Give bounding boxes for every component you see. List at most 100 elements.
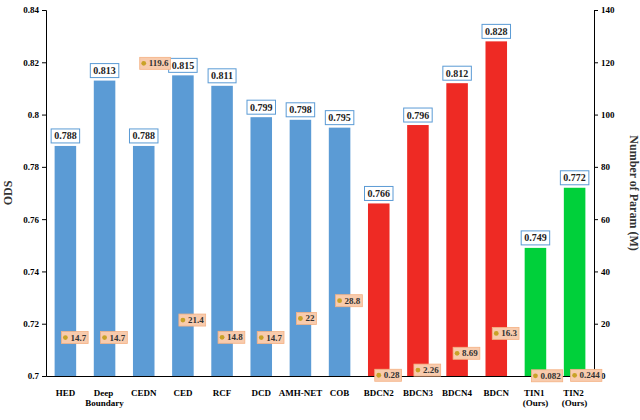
- bar: [407, 125, 429, 376]
- param-label: 14.7: [70, 333, 86, 343]
- y-tick-label: 0.8: [28, 110, 40, 120]
- y2-tick-label: 20: [601, 319, 611, 329]
- y-axis-line: [42, 11, 47, 377]
- x-tick-label: HED: [56, 388, 76, 398]
- param-label-dot: [102, 335, 107, 340]
- param-label-frame: [257, 332, 284, 344]
- param-label-frame: [179, 314, 206, 326]
- y-tick-mark: [42, 376, 46, 377]
- y-tick-mark: [42, 10, 46, 11]
- y2-tick-mark: [594, 271, 598, 272]
- param-label-dot: [298, 316, 303, 321]
- bar-label-frame: [521, 231, 550, 245]
- param-label: 2.26: [423, 365, 439, 375]
- param-label-frame: [492, 327, 519, 339]
- x-tick-label: COB: [330, 388, 350, 398]
- param-label: 14.7: [110, 333, 126, 343]
- x-tick-label: CEDN: [131, 388, 157, 398]
- x-tick-label: TIN2 (Ours): [562, 388, 588, 408]
- param-label-frame: [571, 369, 602, 381]
- bar-label-box: 0.799: [247, 100, 276, 114]
- param-label-dot: [494, 331, 499, 336]
- param-label-frame: [531, 370, 562, 382]
- y-tick: 0.82: [23, 58, 46, 68]
- param-label-box: 21.4: [179, 314, 206, 326]
- bar-label: 0.788: [132, 130, 155, 141]
- bar-label-frame: [169, 58, 198, 72]
- y2-tick-label: 40: [601, 267, 611, 277]
- x-tick-label: BDCN3: [403, 388, 434, 398]
- y2-tick: 120: [594, 58, 615, 68]
- y2-axis-line: [595, 11, 599, 377]
- param-label-box: 22: [296, 312, 316, 324]
- param-label: 0.082: [540, 371, 561, 381]
- bar: [525, 248, 547, 376]
- param-label-dot: [181, 318, 186, 323]
- param-label-dot: [455, 351, 460, 356]
- x-tick-label: DCD: [251, 388, 271, 398]
- param-label-frame: [140, 57, 171, 69]
- y2-tick-mark: [594, 324, 598, 325]
- y-tick: 0.74: [23, 267, 46, 277]
- param-label-box: 0.28: [375, 369, 402, 381]
- y2-axis: 020406080100120140: [594, 5, 615, 381]
- y-tick: 0.78: [23, 162, 46, 172]
- x-tick-label: BDCN4: [442, 388, 473, 398]
- y-tick: 0.72: [23, 319, 46, 329]
- bar-label-box: 0.788: [51, 129, 80, 143]
- y-tick-mark: [42, 62, 46, 63]
- y2-tick-label: 100: [601, 110, 615, 120]
- bar-label: 0.812: [446, 68, 469, 79]
- y-tick-mark: [42, 271, 46, 272]
- y2-tick: 20: [594, 319, 611, 329]
- param-label-box: 2.26: [414, 364, 441, 376]
- y-tick: 0.76: [23, 215, 46, 225]
- param-label-box: 0.082: [531, 370, 562, 382]
- y-axis: 0.7 0.72 0.74 0.76 0.78 0.8 0.82 0.84: [23, 5, 46, 381]
- param-label-frame: [101, 332, 128, 344]
- param-label-dot: [63, 335, 68, 340]
- param-label-dot: [572, 373, 577, 378]
- x-tick: HED: [56, 376, 76, 398]
- y-tick-label: 0.82: [23, 58, 39, 68]
- param-label-frame: [296, 312, 316, 324]
- x-tick-label: Deep Boundary: [85, 388, 124, 408]
- bar-label-frame: [51, 129, 80, 143]
- param-label-box: 28.8: [336, 295, 363, 307]
- y2-tick-mark: [594, 62, 598, 63]
- param-label-box: 14.7: [101, 332, 128, 344]
- param-label: 21.4: [188, 315, 204, 325]
- bar: [290, 120, 312, 376]
- param-label: 14.8: [227, 332, 243, 342]
- y-tick-mark: [42, 115, 46, 116]
- param-label: 119.6: [149, 58, 169, 68]
- y-tick: 0.7: [28, 371, 46, 381]
- x-tick-label: BDCN2: [364, 388, 395, 398]
- bar-label-frame: [404, 108, 433, 122]
- y2-tick: 140: [594, 5, 615, 15]
- bar: [329, 128, 351, 376]
- param-label: 16.3: [501, 328, 517, 338]
- bar: [133, 146, 155, 376]
- param-label-frame: [218, 331, 245, 343]
- param-label-frame: [453, 347, 480, 359]
- x-tick-label: BDCN: [484, 388, 510, 398]
- y-tick-label: 0.84: [23, 5, 39, 15]
- y-tick-mark: [42, 167, 46, 168]
- bar-label-frame: [482, 24, 511, 38]
- y2-tick-mark: [594, 219, 598, 220]
- bar-label: 0.798: [289, 104, 312, 115]
- x-tick: CEDN: [131, 376, 157, 398]
- param-label-dot: [416, 368, 421, 373]
- y2-tick-mark: [594, 167, 598, 168]
- x-tick: BDCN3: [403, 376, 434, 398]
- x-tick: COB: [330, 376, 350, 398]
- y2-tick: 60: [594, 215, 611, 225]
- bar-label: 0.749: [524, 232, 547, 243]
- param-label: 22: [305, 313, 315, 323]
- y-tick: 0.8: [28, 110, 46, 120]
- bar-label: 0.796: [407, 110, 430, 121]
- y2-tick-label: 80: [601, 162, 611, 172]
- bar-label-box: 0.798: [286, 103, 315, 117]
- param-label: 28.8: [345, 296, 361, 306]
